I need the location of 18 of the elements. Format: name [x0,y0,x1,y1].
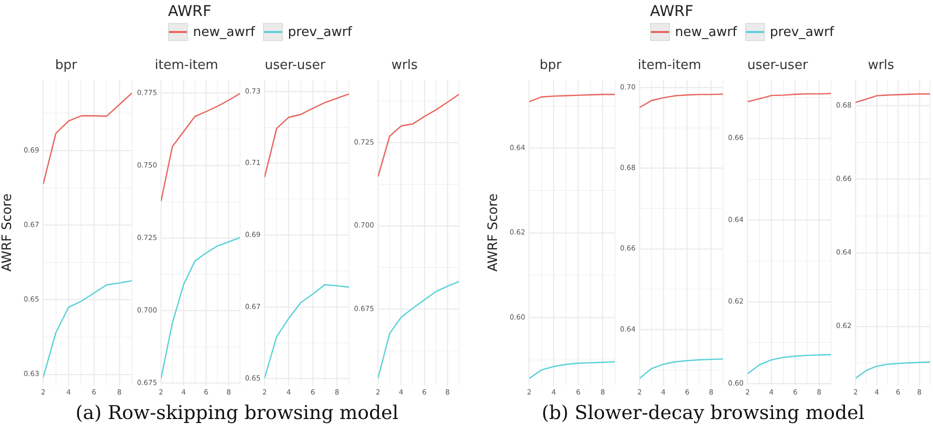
y-axis-title: AWRF Score [0,194,16,272]
chart-title: user-user [264,58,326,74]
legend-label: prev_awrf [288,24,352,40]
chart-title: bpr [540,58,562,74]
legend-title: AWRF [168,2,212,20]
text: (b) Slower-decay browsing model [540,402,866,424]
text: (a) Row-skipping browsing model [74,402,400,424]
chart-title: item-item [638,58,702,74]
chart-title: user-user [747,58,808,74]
chart-title: wrls [868,58,894,74]
chart-title: bpr [55,58,78,74]
legend-label: prev_awrf [770,24,834,40]
y-axis-title: AWRF Score [486,194,502,272]
legend-label: new_awrf [193,24,255,40]
chart-title: wrls [391,58,418,74]
legend-label: new_awrf [675,24,737,40]
legend-title: AWRF [650,2,694,20]
chart-title: item-item [154,58,218,74]
